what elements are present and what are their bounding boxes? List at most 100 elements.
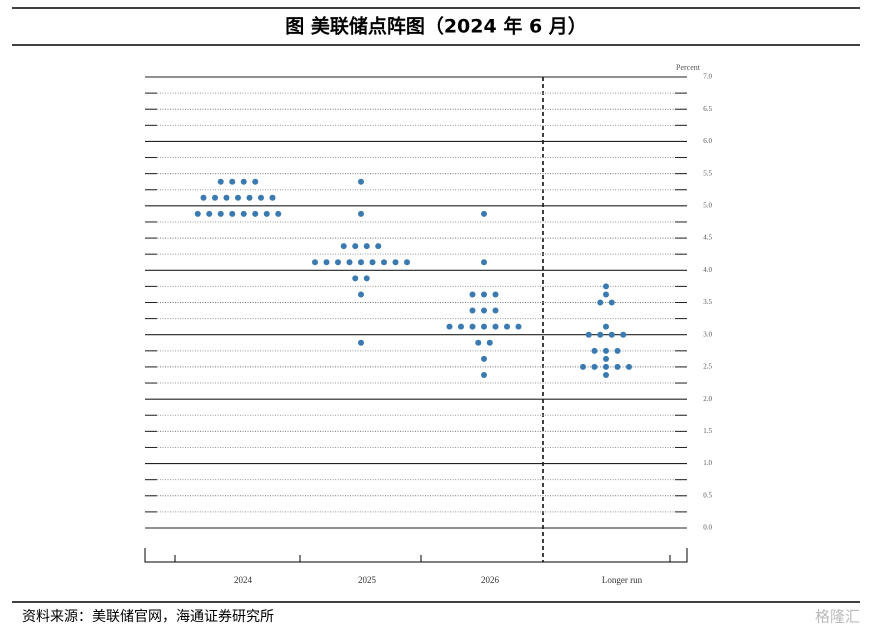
dot <box>469 323 476 330</box>
dot <box>358 210 364 217</box>
x-tick-label: 2025 <box>358 575 377 585</box>
y-tick-label: 4.5 <box>703 234 712 242</box>
dot <box>614 347 621 354</box>
dot <box>492 323 499 330</box>
y-tick-label: 0.5 <box>703 491 712 499</box>
y-tick-label: 3.0 <box>703 330 712 338</box>
dot <box>229 178 236 185</box>
dot <box>335 259 341 266</box>
dot <box>446 323 453 330</box>
y-tick-label: 6.5 <box>703 105 712 113</box>
x-tick-label: Longer run <box>602 575 643 585</box>
dot <box>486 339 493 346</box>
watermark: 格隆汇 <box>815 608 860 626</box>
dot <box>217 178 224 185</box>
dot <box>481 371 487 378</box>
x-tick-label: 2026 <box>481 575 500 585</box>
dot <box>212 194 218 201</box>
dot <box>217 210 224 217</box>
dot <box>475 339 482 346</box>
dot <box>481 355 487 362</box>
dot <box>603 291 609 298</box>
dot <box>614 363 621 370</box>
dot <box>369 259 376 266</box>
dot <box>603 355 609 362</box>
y-tick-label: 7.0 <box>703 73 712 81</box>
dot <box>591 347 598 354</box>
dot <box>481 307 487 314</box>
dot <box>515 323 522 330</box>
title: 图 美联储点阵图（2024 年 6 月） <box>285 15 587 38</box>
dot <box>481 323 487 330</box>
y-tick-label: 1.5 <box>703 427 712 435</box>
dot <box>603 323 609 330</box>
y-tick-label: 6.0 <box>703 137 712 145</box>
dot <box>492 307 499 314</box>
y-tick-label: 5.5 <box>703 169 712 177</box>
dot <box>358 339 364 346</box>
dot <box>608 331 615 338</box>
dot <box>469 291 476 298</box>
dot <box>620 331 627 338</box>
dot <box>585 331 592 338</box>
dot <box>252 210 259 217</box>
dot <box>392 259 399 266</box>
dot <box>608 299 615 306</box>
dot <box>358 291 364 298</box>
x-axis <box>144 548 688 563</box>
y-axis-label: Percent <box>676 63 701 72</box>
dot <box>363 275 370 282</box>
y-tick-label: 4.0 <box>703 266 712 274</box>
source: 资料来源：美联储官网，海通证券研究所 <box>22 609 274 625</box>
dot <box>275 210 282 217</box>
dot <box>206 210 213 217</box>
dot <box>323 259 330 266</box>
dot <box>240 178 247 185</box>
dot <box>597 299 604 306</box>
dot <box>194 210 201 217</box>
dot <box>469 307 476 314</box>
dot <box>263 210 270 217</box>
dot <box>340 243 347 250</box>
dot <box>352 275 359 282</box>
dot <box>481 210 487 217</box>
dot <box>375 243 382 250</box>
dot <box>603 347 609 354</box>
dot <box>597 331 604 338</box>
dot <box>352 243 359 250</box>
dot <box>603 371 609 378</box>
dot <box>229 210 236 217</box>
dot <box>580 363 586 370</box>
dot <box>504 323 510 330</box>
y-tick-label: 2.5 <box>703 363 712 371</box>
dot <box>240 210 247 217</box>
dot <box>346 259 353 266</box>
dot <box>363 243 370 250</box>
dot <box>381 259 387 266</box>
dot <box>223 194 230 201</box>
dot <box>603 363 609 370</box>
dot <box>492 291 499 298</box>
y-tick-label: 5.0 <box>703 201 712 209</box>
dot <box>258 194 264 201</box>
dot <box>481 291 487 298</box>
dot <box>591 363 598 370</box>
dot <box>200 194 207 201</box>
dot <box>458 323 464 330</box>
dot <box>358 259 364 266</box>
y-tick-label: 3.5 <box>703 298 712 306</box>
dot <box>269 194 276 201</box>
y-tick-label: 2.0 <box>703 395 712 403</box>
dot <box>481 259 487 266</box>
dot <box>626 363 632 370</box>
dot <box>312 259 318 266</box>
dot <box>246 194 253 201</box>
y-tick-label: 1.0 <box>703 459 712 467</box>
dot <box>603 283 609 290</box>
dot <box>235 194 241 201</box>
dot <box>252 178 259 185</box>
y-tick-label: 0.0 <box>703 524 712 532</box>
x-tick-label: 2024 <box>234 575 253 585</box>
dot <box>404 259 410 266</box>
